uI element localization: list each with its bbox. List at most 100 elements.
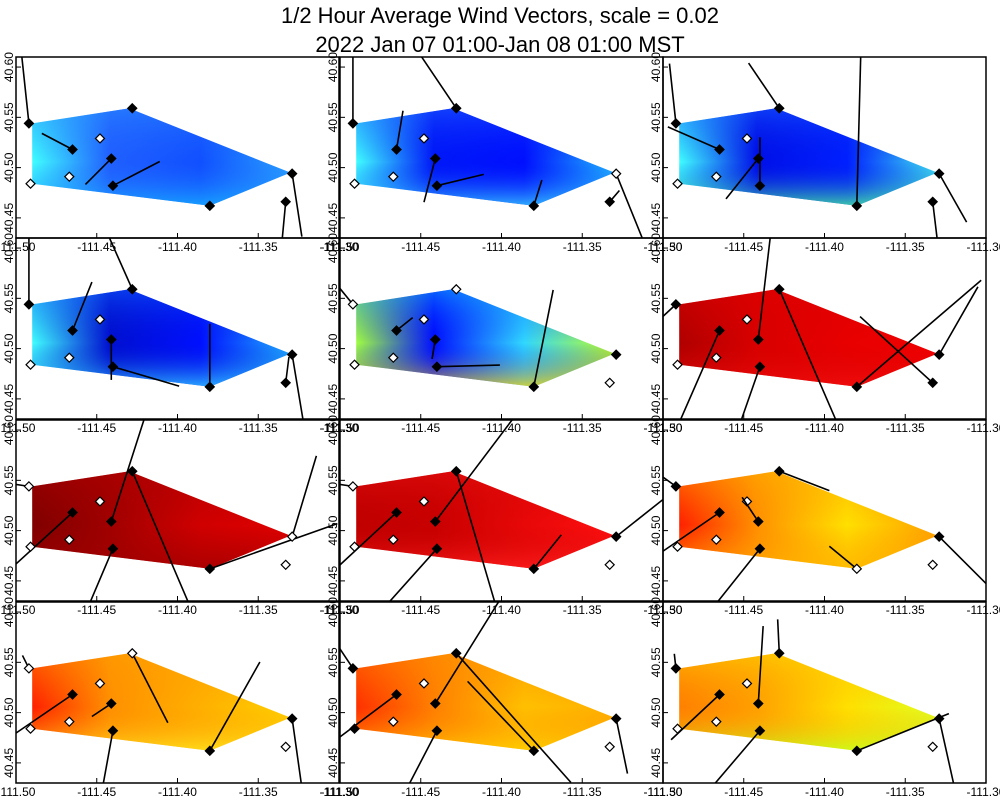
x-tick-label: -111.40 — [805, 240, 844, 254]
station-marker-S11 — [927, 196, 939, 208]
station-marker-S9 — [528, 745, 540, 757]
station-marker-S9 — [851, 381, 863, 393]
wind-vector-S7 — [714, 730, 761, 783]
wind-panel-7: -111.50 -111.45 -111.40 -111.35 -111.3040.45… — [0, 415, 359, 617]
wind-field-shade — [356, 471, 615, 569]
wind-vector-S7 — [717, 548, 761, 601]
station-marker-S7 — [431, 361, 443, 373]
station-marker-S10 — [610, 168, 622, 179]
station-marker-S4 — [63, 716, 75, 728]
wind-vector-S1 — [663, 476, 677, 488]
wind-vector-S10 — [615, 718, 629, 774]
wind-vector-S7 — [436, 173, 484, 187]
wind-vector-S10 — [615, 498, 663, 538]
station-marker-S11 — [927, 559, 939, 571]
station-marker-S5 — [94, 496, 106, 507]
station-marker-S9 — [528, 200, 540, 212]
wind-vector-S6 — [434, 602, 500, 704]
x-tick-label: -111.30 — [967, 240, 1000, 254]
station-marker-S6 — [429, 516, 441, 527]
x-tick-label: -111.45 — [724, 603, 763, 617]
wind-vector-S7 — [408, 730, 438, 783]
y-tick-label: 40.55 — [2, 647, 16, 677]
station-marker-S11 — [604, 377, 616, 389]
x-tick-label: -111.45 — [401, 603, 440, 617]
station-marker-S8 — [450, 102, 462, 114]
wind-vector-S8 — [747, 62, 780, 109]
wind-field-12 — [679, 653, 938, 751]
station-marker-S3 — [349, 359, 360, 371]
wind-vector-S2 — [679, 330, 721, 419]
x-tick-label: -111.30 — [967, 421, 1000, 435]
station-marker-S8 — [773, 102, 785, 114]
x-tick-label: -111.50 — [0, 421, 36, 435]
x-tick-label: -111.35 — [563, 240, 602, 254]
y-tick-label: 40.50 — [326, 333, 340, 363]
wind-vector-S10 — [938, 718, 955, 783]
station-marker-S4 — [63, 534, 75, 546]
wind-field-shade — [32, 471, 291, 569]
x-tick-label: -111.45 — [77, 240, 116, 254]
y-tick-label: 40.45 — [649, 566, 663, 596]
x-tick-label: -111.30 — [967, 785, 1000, 799]
wind-vector-S9 — [533, 534, 562, 570]
x-tick-label: -111.50 — [321, 785, 360, 799]
station-marker-S11 — [604, 559, 616, 571]
station-marker-S3 — [25, 359, 36, 371]
chart-title-line-2: 2022 Jan 07 01:00-Jan 08 01:00 MST — [315, 32, 684, 57]
y-tick-label: 40.60 — [326, 52, 340, 82]
y-tick-label: 40.50 — [2, 697, 16, 727]
y-tick-label: 40.50 — [2, 333, 16, 363]
x-tick-label: -111.35 — [563, 785, 602, 799]
wind-vector-S10 — [291, 455, 318, 537]
station-marker-S8 — [450, 647, 462, 659]
wind-field-shade — [32, 108, 291, 206]
station-marker-S7 — [431, 543, 443, 555]
wind-panel-3: -111.50-111.45-111.40-111.35-111.3040.45… — [644, 52, 1000, 254]
wind-field-shade — [679, 108, 938, 206]
x-tick-label: -111.35 — [886, 421, 925, 435]
wind-panel-8: -111.50 -111.45 -111.40 -111.35 -111.3040.45… — [321, 415, 683, 617]
wind-vector-S9 — [533, 179, 543, 207]
station-marker-S2 — [714, 507, 725, 518]
y-tick-label: 40.50 — [326, 515, 340, 545]
wind-vector-S8 — [776, 619, 781, 654]
y-tick-label: 40.60 — [2, 597, 16, 627]
y-tick-label: 40.55 — [326, 283, 340, 313]
station-marker-S5 — [741, 314, 753, 325]
y-tick-label: 40.45 — [326, 566, 340, 596]
station-marker-S5 — [418, 133, 430, 144]
y-tick-label: 40.60 — [326, 597, 340, 627]
x-tick-label: -111.40 — [805, 603, 844, 617]
wind-vector-S9 — [209, 661, 261, 752]
y-tick-label: 40.55 — [649, 283, 663, 313]
x-tick-label: -111.45 — [724, 421, 763, 435]
y-tick-label: 40.55 — [2, 283, 16, 313]
wind-vector-S9 — [533, 289, 554, 387]
x-tick-label: -111.35 — [563, 603, 602, 617]
wind-vector-S6 — [757, 625, 764, 704]
wind-vector-S2 — [340, 693, 398, 738]
y-tick-label: 40.55 — [2, 102, 16, 132]
wind-field-3 — [679, 108, 938, 206]
wind-vector-S11 — [281, 201, 287, 238]
wind-vector-S10 — [938, 536, 986, 585]
y-tick-label: 40.50 — [649, 515, 663, 545]
wind-vector-S2 — [16, 693, 73, 735]
station-marker-S5 — [94, 678, 106, 689]
station-marker-S7 — [107, 180, 119, 192]
x-tick-label: -111.40 — [158, 785, 197, 799]
station-marker-S8 — [450, 465, 462, 477]
station-marker-S1 — [23, 118, 35, 129]
wind-field-1 — [32, 108, 291, 206]
wind-field-8 — [356, 471, 615, 569]
wind-vector-S7 — [436, 364, 500, 368]
wind-field-shade — [356, 653, 615, 751]
station-marker-S4 — [710, 352, 722, 364]
station-marker-S10 — [286, 531, 298, 542]
wind-field-shade — [32, 653, 291, 751]
station-marker-S11 — [280, 377, 292, 389]
station-marker-S10 — [933, 349, 945, 360]
wind-vector-S8 — [778, 288, 837, 419]
